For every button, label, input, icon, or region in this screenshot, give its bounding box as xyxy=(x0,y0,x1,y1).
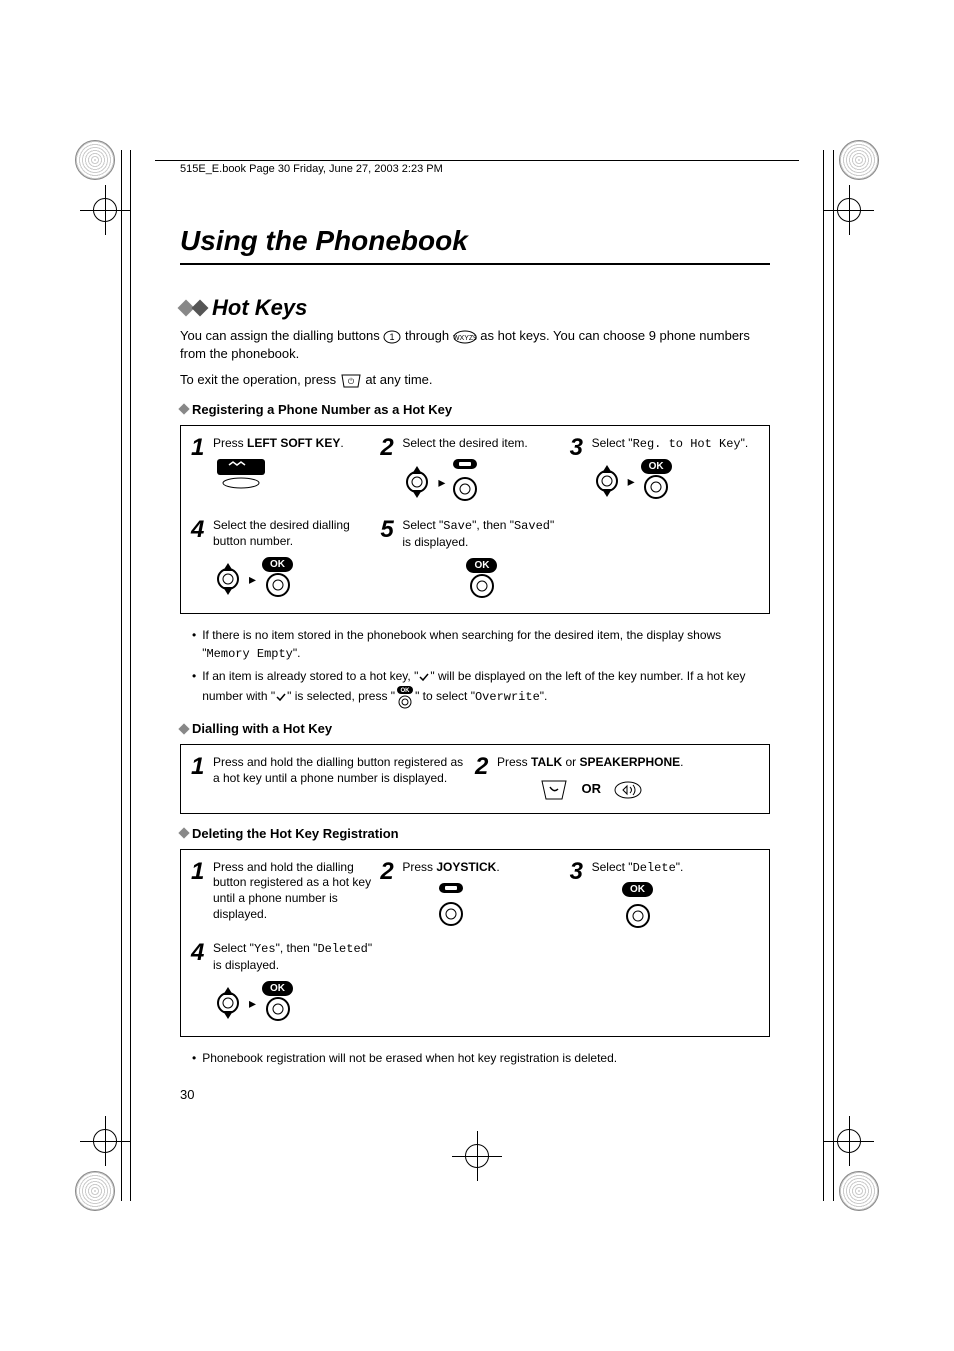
ok-badge: OK xyxy=(262,981,293,996)
joystick-center-icon xyxy=(438,901,464,927)
joystick-updown-icon xyxy=(402,464,432,500)
subsection-title: Dialling with a Hot Key xyxy=(192,721,332,736)
step-number: 3 xyxy=(570,860,588,884)
step-number: 5 xyxy=(380,518,398,542)
reg-mark-bl xyxy=(75,1171,115,1211)
joystick-updown-icon xyxy=(213,561,243,597)
page-content: Using the Phonebook Hot Keys You can ass… xyxy=(180,225,770,1102)
reg-mark-tl xyxy=(75,140,115,180)
step-2: 2 Press JOYSTICK. xyxy=(380,860,569,930)
dialling-steps-box: 1 Press and hold the dialling button reg… xyxy=(180,744,770,814)
arrow-icon: ▸ xyxy=(438,473,445,491)
step-1: 1 Press and hold the dialling button reg… xyxy=(191,755,475,803)
step-4: 4 Select the desired dialling button num… xyxy=(191,518,380,603)
reg-mark-br xyxy=(839,1171,879,1211)
crosshair-br xyxy=(824,1116,874,1166)
svg-text:WXYZ9: WXYZ9 xyxy=(453,335,477,342)
step-number: 2 xyxy=(475,755,493,779)
subsection-title: Registering a Phone Number as a Hot Key xyxy=(192,402,452,417)
joystick-center-icon xyxy=(265,996,291,1022)
deleting-steps-box: 1 Press and hold the dialling button reg… xyxy=(180,849,770,1037)
svg-text:⏻: ⏻ xyxy=(348,377,355,386)
menu-key-icon xyxy=(437,881,465,895)
svg-text:OK: OK xyxy=(401,688,411,694)
subsection-title: Deleting the Hot Key Registration xyxy=(192,826,399,841)
key-1-icon: 1 xyxy=(383,330,401,344)
diamond-icon xyxy=(178,828,189,839)
power-key-icon: ⏻ xyxy=(340,373,362,389)
intro-text-1: You can assign the dialling buttons 1 th… xyxy=(180,327,770,363)
menu-key-icon xyxy=(451,457,479,471)
list-item: • Phonebook registration will not be era… xyxy=(192,1049,770,1067)
soft-key-icon xyxy=(213,457,269,489)
ok-badge: OK xyxy=(622,882,653,897)
subsection-deleting: Deleting the Hot Key Registration xyxy=(180,826,770,841)
intro-text-2: To exit the operation, press ⏻ at any ti… xyxy=(180,371,770,389)
notes-list-1: • If there is no item stored in the phon… xyxy=(192,626,770,709)
reg-mark-tr xyxy=(839,140,879,180)
page-number: 30 xyxy=(180,1087,770,1102)
list-item: • If an item is already stored to a hot … xyxy=(192,667,770,709)
joystick-center-icon xyxy=(469,573,495,599)
step-number: 4 xyxy=(191,941,209,965)
header-text: 515E_E.book Page 30 Friday, June 27, 200… xyxy=(180,163,443,175)
step-1: 1 Press and hold the dialling button reg… xyxy=(191,860,380,930)
speakerphone-key-icon xyxy=(613,780,643,800)
registering-steps-box: 1 Press LEFT SOFT KEY. 2 Select the desi… xyxy=(180,425,770,615)
header-line xyxy=(155,160,799,161)
or-label: OR xyxy=(582,781,602,798)
crosshair-tl xyxy=(80,185,130,235)
step-5: 5 Select "Save", then "Saved" is display… xyxy=(380,518,569,603)
page-title: Using the Phonebook xyxy=(180,225,770,265)
step-2: 2 Press TALK or SPEAKERPHONE. OR xyxy=(475,755,759,803)
step-1: 1 Press LEFT SOFT KEY. xyxy=(191,436,380,507)
ok-badge: OK xyxy=(641,459,672,474)
step-number: 1 xyxy=(191,755,209,779)
notes-list-2: • Phonebook registration will not be era… xyxy=(192,1049,770,1067)
key-9-icon: WXYZ9 xyxy=(453,330,477,344)
joystick-updown-icon xyxy=(592,463,622,499)
ok-badge: OK xyxy=(466,558,497,573)
section-title: Hot Keys xyxy=(180,295,770,321)
step-number: 2 xyxy=(380,436,398,460)
step-number: 4 xyxy=(191,518,209,542)
step-3: 3 Select "Reg. to Hot Key". ▸ OK xyxy=(570,436,759,507)
step-3: 3 Select "Delete". OK xyxy=(570,860,759,930)
joystick-center-icon xyxy=(452,476,478,502)
step-4: 4 Select "Yes", then "Deleted" is displa… xyxy=(191,941,380,1026)
talk-key-icon xyxy=(538,777,570,803)
svg-text:1: 1 xyxy=(390,332,395,342)
step-number: 3 xyxy=(570,436,588,460)
list-item: • If there is no item stored in the phon… xyxy=(192,626,770,663)
section-title-text: Hot Keys xyxy=(212,295,307,321)
joystick-center-icon xyxy=(625,903,651,929)
joystick-updown-icon xyxy=(213,985,243,1021)
frame-lines-right xyxy=(833,150,834,1201)
diamond-icon xyxy=(178,723,189,734)
arrow-icon: ▸ xyxy=(249,994,256,1012)
crosshair-bl xyxy=(80,1116,130,1166)
subsection-registering: Registering a Phone Number as a Hot Key xyxy=(180,402,770,417)
arrow-icon: ▸ xyxy=(628,472,635,490)
arrow-icon: ▸ xyxy=(249,570,256,588)
diamond-icon xyxy=(178,403,189,414)
diamond-icon xyxy=(180,302,206,314)
checkmark-icon xyxy=(418,672,430,682)
ok-badge: OK xyxy=(262,557,293,572)
step-number: 1 xyxy=(191,860,209,884)
ok-joystick-icon: OK xyxy=(395,685,415,709)
subsection-dialling: Dialling with a Hot Key xyxy=(180,721,770,736)
checkmark-icon xyxy=(275,692,287,702)
crosshair-tr xyxy=(824,185,874,235)
joystick-center-icon xyxy=(265,572,291,598)
step-2: 2 Select the desired item. ▸ xyxy=(380,436,569,507)
step-number: 1 xyxy=(191,436,209,460)
step-number: 2 xyxy=(380,860,398,884)
joystick-center-icon xyxy=(643,474,669,500)
